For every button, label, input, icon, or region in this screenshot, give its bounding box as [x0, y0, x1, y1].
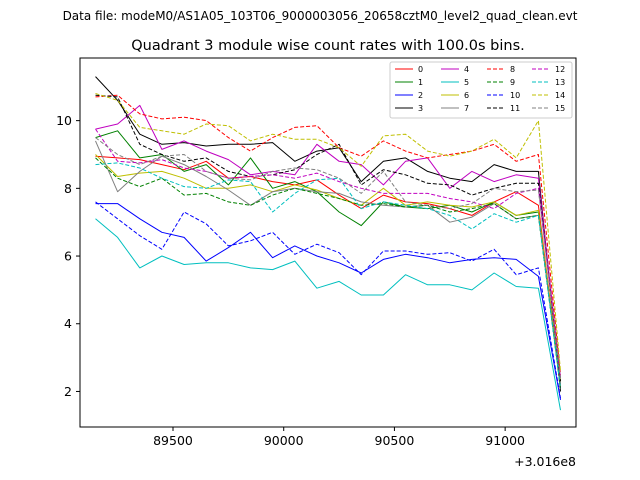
series-line-2: [95, 203, 561, 400]
x-tick-label: 91000: [485, 433, 525, 448]
legend-label-0: 0: [418, 65, 423, 74]
legend-label-4: 4: [464, 65, 469, 74]
legend-label-1: 1: [418, 78, 423, 87]
legend-label-11: 11: [510, 104, 520, 113]
series-line-14: [95, 93, 561, 372]
legend-label-2: 2: [418, 91, 423, 100]
y-tick-label: 8: [64, 181, 72, 196]
legend-label-13: 13: [555, 78, 565, 87]
chart-title: Quadrant 3 module wise count rates with …: [131, 38, 525, 54]
x-tick-label: 90000: [264, 433, 304, 448]
x-tick-label: 89500: [153, 433, 193, 448]
series-line-9: [95, 157, 561, 389]
series-line-11: [95, 94, 561, 382]
y-tick-label: 10: [56, 113, 72, 128]
legend-label-9: 9: [510, 78, 515, 87]
series-line-12: [95, 128, 561, 378]
series-line-15: [95, 137, 561, 378]
legend-label-12: 12: [555, 65, 565, 74]
legend-label-10: 10: [510, 91, 520, 100]
legend-label-15: 15: [555, 104, 565, 113]
y-tick-label: 2: [64, 384, 72, 399]
legend-frame: [389, 61, 573, 119]
series-line-0: [95, 155, 561, 385]
legend-label-6: 6: [464, 91, 469, 100]
series-line-3: [95, 76, 561, 392]
chart-supertitle: Data file: modeM0/AS1A05_103T06_90000030…: [63, 9, 578, 23]
plot-frame: [79, 57, 577, 428]
legend-label-7: 7: [464, 104, 469, 113]
series-line-4: [95, 104, 561, 378]
series-line-8: [95, 94, 561, 375]
series-line-13: [95, 162, 561, 389]
series-line-7: [95, 140, 561, 385]
y-tick-label: 4: [64, 316, 72, 331]
series-line-6: [95, 154, 561, 382]
x-offset-label: +3.016e8: [514, 454, 576, 469]
series-line-5: [95, 218, 561, 411]
y-tick-label: 6: [64, 249, 72, 264]
legend-label-8: 8: [510, 65, 515, 74]
legend-label-3: 3: [418, 104, 423, 113]
series-line-1: [95, 130, 561, 389]
axes-layer: 89500 90000 90500 91000 2 4 6 8 10: [56, 113, 525, 448]
x-tick-label: 90500: [375, 433, 415, 448]
legend-label-5: 5: [464, 78, 469, 87]
legend-label-14: 14: [555, 91, 565, 100]
series-line-10: [95, 201, 561, 399]
series-layer: [95, 76, 561, 411]
